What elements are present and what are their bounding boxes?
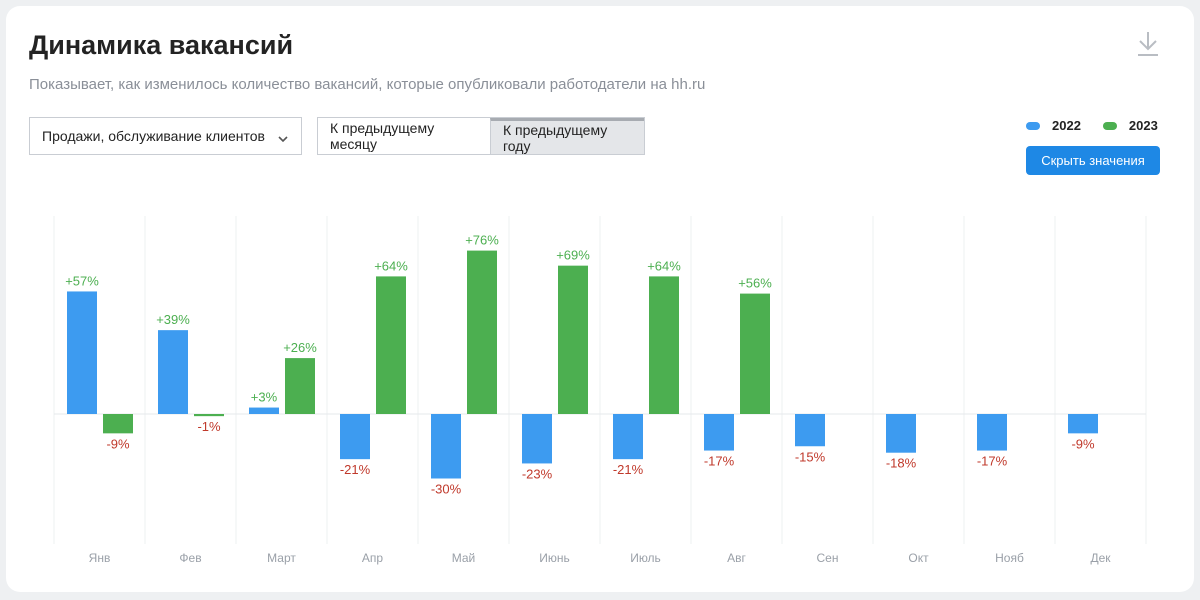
bar-2023-1[interactable]: [194, 414, 224, 417]
x-tick-label: Янв: [89, 551, 111, 565]
legend-item-2022[interactable]: 2022: [1026, 118, 1081, 133]
data-label-2022-2: +3%: [251, 390, 278, 405]
page-title: Динамика вакансий: [29, 30, 294, 60]
data-label-2022-10: -17%: [977, 454, 1008, 469]
legend-swatch-2022: [1026, 121, 1040, 130]
x-tick-label: Июнь: [539, 551, 570, 565]
data-label-2022-9: -18%: [886, 456, 917, 471]
bar-2022-5[interactable]: [522, 414, 552, 464]
bar-2022-2[interactable]: [249, 407, 279, 414]
legend-label-2023: 2023: [1128, 118, 1158, 133]
bar-2023-4[interactable]: [467, 250, 497, 414]
chevron-down-icon: [277, 131, 289, 143]
bar-2022-0[interactable]: [67, 291, 97, 414]
compare-prev-month-button[interactable]: К предыдущему месяцу: [318, 118, 490, 154]
chart-legend: 2022 2023: [1026, 118, 1158, 133]
bar-2023-5[interactable]: [558, 265, 588, 414]
bar-2022-11[interactable]: [1068, 414, 1098, 434]
data-label-2023-7: +56%: [738, 276, 772, 291]
legend-swatch-2023: [1102, 121, 1117, 130]
data-label-2022-3: -21%: [340, 462, 371, 477]
data-label-2022-7: -17%: [704, 454, 735, 469]
compare-prev-year-button[interactable]: К предыдущему году: [490, 118, 644, 154]
bar-2023-7[interactable]: [740, 293, 770, 414]
category-select[interactable]: Продажи, обслуживание клиентов: [29, 117, 302, 155]
hide-values-button[interactable]: Скрыть значения: [1026, 146, 1160, 175]
data-label-2023-1: -1%: [197, 419, 221, 434]
x-tick-label: Фев: [179, 551, 201, 565]
x-tick-label: Нояб: [995, 551, 1024, 565]
data-label-2023-6: +64%: [647, 258, 681, 273]
data-label-2023-0: -9%: [106, 436, 130, 451]
bar-2023-0[interactable]: [103, 414, 133, 434]
bar-2023-2[interactable]: [285, 358, 315, 414]
page-subtitle: Показывает, как изменилось количество ва…: [29, 76, 706, 93]
x-tick-label: Март: [267, 551, 296, 565]
x-tick-label: Дек: [1090, 551, 1111, 565]
data-label-2022-4: -30%: [431, 482, 462, 497]
x-tick-label: Апр: [362, 551, 384, 565]
data-label-2023-5: +69%: [556, 248, 590, 263]
data-label-2023-3: +64%: [374, 258, 408, 273]
bar-2022-7[interactable]: [704, 414, 734, 451]
x-tick-label: Май: [452, 551, 476, 565]
bar-2022-8[interactable]: [795, 414, 825, 447]
bar-2022-10[interactable]: [977, 414, 1007, 451]
data-label-2022-6: -21%: [613, 462, 644, 477]
category-select-value: Продажи, обслуживание клиентов: [42, 128, 265, 144]
bar-2023-3[interactable]: [376, 276, 406, 414]
data-label-2023-4: +76%: [465, 233, 499, 248]
x-tick-label: Окт: [908, 551, 929, 565]
x-tick-label: Авг: [727, 551, 746, 565]
compare-toggle: К предыдущему месяцу К предыдущему году: [317, 117, 645, 155]
x-tick-label: Сен: [817, 551, 839, 565]
data-label-2023-2: +26%: [283, 340, 317, 355]
data-label-2022-11: -9%: [1071, 436, 1095, 451]
x-tick-label: Июль: [630, 551, 661, 565]
data-label-2022-5: -23%: [522, 466, 553, 481]
data-label-2022-0: +57%: [65, 273, 99, 288]
bar-2022-6[interactable]: [613, 414, 643, 460]
legend-label-2022: 2022: [1052, 118, 1081, 133]
bar-2022-1[interactable]: [158, 330, 188, 414]
download-icon[interactable]: [1136, 30, 1160, 58]
bar-2022-9[interactable]: [886, 414, 916, 453]
data-label-2022-8: -15%: [795, 449, 826, 464]
legend-item-2023[interactable]: 2023: [1102, 118, 1158, 133]
bar-2023-6[interactable]: [649, 276, 679, 414]
bar-2022-3[interactable]: [340, 414, 370, 460]
data-label-2022-1: +39%: [156, 312, 190, 327]
bar-2022-4[interactable]: [431, 414, 461, 479]
